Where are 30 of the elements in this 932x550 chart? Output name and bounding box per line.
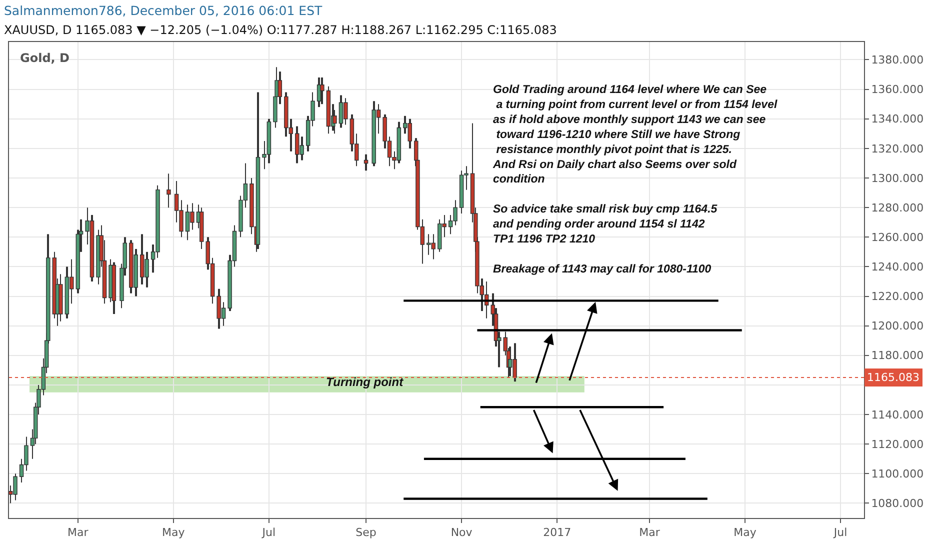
x-tick-label: 2017: [543, 526, 572, 540]
y-tick-label: 1360.000: [871, 83, 924, 96]
y-tick-label: 1240.000: [871, 260, 924, 274]
x-tick-label: May: [734, 526, 757, 540]
y-tick-label: 1220.000: [871, 290, 924, 304]
y-tick-label: 1280.000: [871, 201, 924, 214]
ref-line-label: 1165.083: [867, 371, 920, 384]
y-tick-label: 1080.000: [871, 497, 924, 510]
y-tick-label: 1260.000: [871, 230, 924, 244]
annotation: Gold, D: [20, 51, 70, 65]
y-tick-label: 1120.000: [871, 438, 924, 451]
y-tick-label: 1320.000: [871, 142, 924, 156]
y-tick-label: 1300.000: [871, 172, 924, 185]
chart-title: Salmanmemon786, December 05, 2016 06:01 EST: [4, 3, 323, 18]
x-tick-label: Mar: [68, 526, 89, 540]
annotation: Turning point: [326, 375, 404, 389]
y-tick-label: 1380.000: [871, 54, 924, 67]
x-tick-label: Jul: [261, 526, 276, 540]
x-tick-label: Jul: [832, 526, 848, 540]
x-tick-label: May: [162, 526, 186, 540]
text: Gold Trading around 1164 level where We can See a turning point from current level or from 1154 level as if hold above monthly support 1143 we can see toward 1196-1210 where Still we have Strong resistance monthly pivot point that is 1225. And Rsi on Daily chart also Seems over sold condition So advice take small risk buy cmp 1164.5 and pending order around 1154 sl 1142 TP1 1196 TP2 1210 Breakage of 1143 may call for 1080-1100: [493, 84, 778, 276]
y-tick-label: 1100.000: [871, 468, 924, 480]
y-tick-label: 1180.000: [871, 349, 924, 362]
y-tick-label: 1200.000: [871, 320, 924, 333]
x-tick-label: Sep: [356, 526, 376, 540]
x-tick-label: Mar: [639, 526, 660, 540]
y-tick-label: 1140.000: [871, 408, 924, 422]
chart-subtitle: XAUUSD, D 1165.083 ▼ −12.205 (−1.04%) O:1177.287 H:1188.267 L:1162.295 C:1165.083: [4, 23, 557, 37]
x-tick-label: Nov: [450, 526, 473, 540]
y-tick-label: 1340.000: [871, 112, 924, 126]
